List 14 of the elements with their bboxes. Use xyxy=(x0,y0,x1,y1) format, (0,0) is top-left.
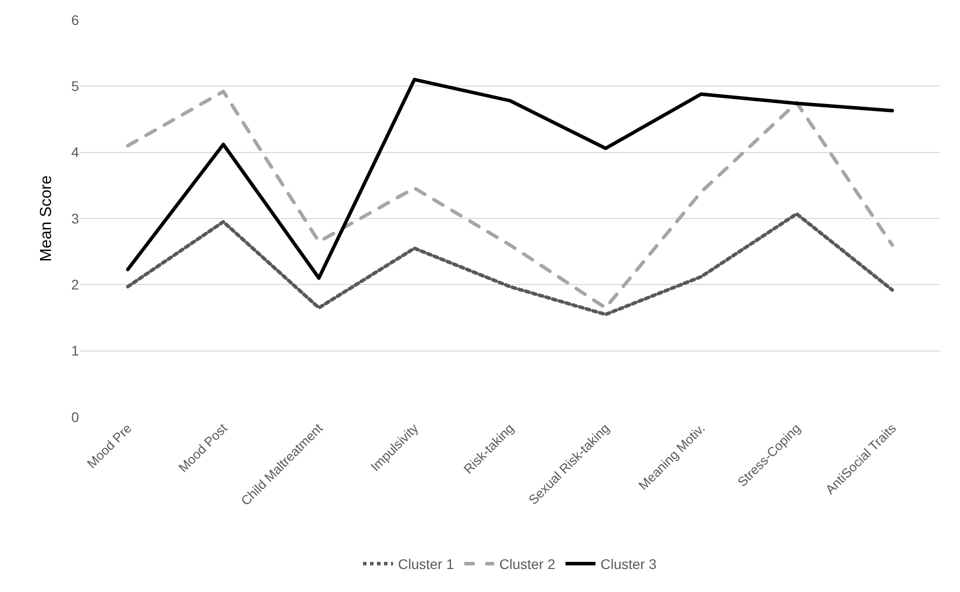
y-tick-label: 2 xyxy=(71,276,80,293)
y-tick-label: 0 xyxy=(71,408,80,425)
line-series xyxy=(126,90,894,310)
y-tick-label: 3 xyxy=(71,210,80,226)
legend-label: Cluster 1 xyxy=(398,556,454,572)
legend-label: Cluster 3 xyxy=(600,556,657,572)
line-series xyxy=(126,78,894,280)
legend-label: Cluster 2 xyxy=(499,556,556,572)
y-tick-label: 1 xyxy=(71,342,80,359)
y-tick-label: 6 xyxy=(71,12,80,28)
y-tick-label: 5 xyxy=(71,78,80,94)
y-tick-label: 4 xyxy=(71,144,80,160)
y-axis-title: Mean Score xyxy=(38,175,56,262)
line-series xyxy=(126,212,894,316)
